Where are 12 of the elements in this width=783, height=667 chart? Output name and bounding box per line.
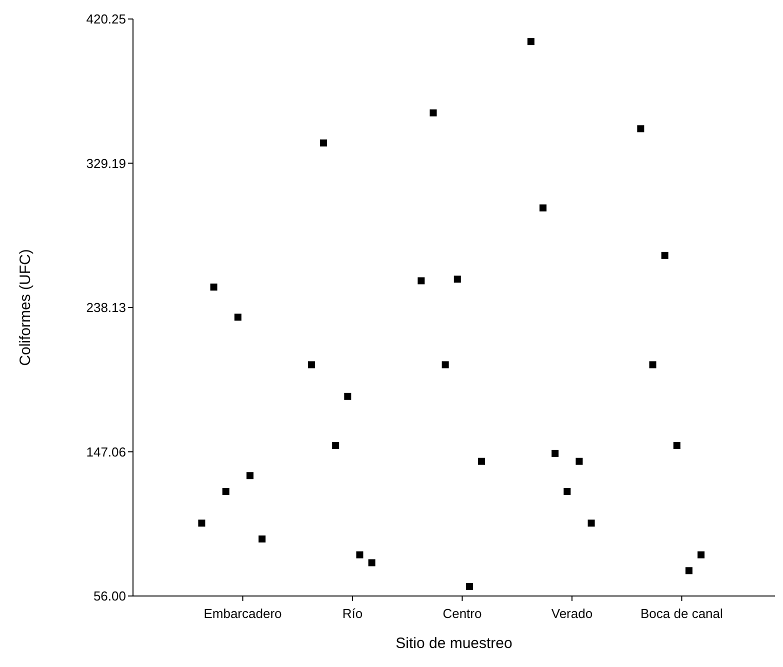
y-axis-title: Coliformes (UFC) (17, 249, 34, 366)
x-tick-label: Verado (551, 606, 593, 621)
x-tick-label: Boca de canal (640, 606, 724, 621)
x-axis-title: Sitio de muestreo (396, 635, 512, 652)
y-tick-label: 56.00 (93, 588, 126, 604)
x-tick-label: Embarcadero (204, 606, 282, 621)
x-tick-label: Centro (442, 606, 482, 621)
y-tick-label: 420.25 (86, 12, 126, 27)
y-tick-label: 238.13 (86, 300, 126, 316)
x-tick-label: Río (342, 606, 363, 621)
y-tick-label: 329.19 (86, 156, 126, 171)
y-tick-label: 147.06 (86, 444, 126, 460)
